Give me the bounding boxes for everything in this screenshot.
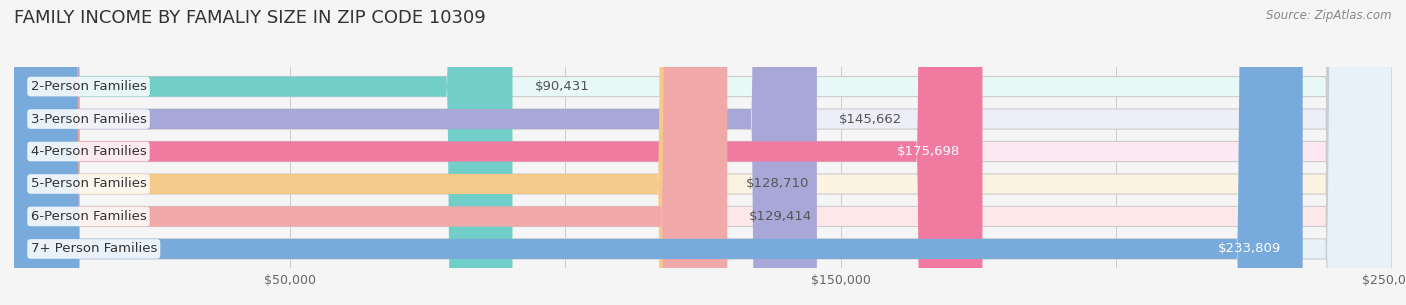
Text: 7+ Person Families: 7+ Person Families	[31, 242, 157, 255]
Text: $175,698: $175,698	[897, 145, 960, 158]
Text: $129,414: $129,414	[749, 210, 813, 223]
FancyBboxPatch shape	[14, 0, 1392, 305]
FancyBboxPatch shape	[14, 0, 1303, 305]
Text: $145,662: $145,662	[839, 113, 903, 126]
Text: 6-Person Families: 6-Person Families	[31, 210, 146, 223]
FancyBboxPatch shape	[14, 0, 817, 305]
Text: 4-Person Families: 4-Person Families	[31, 145, 146, 158]
FancyBboxPatch shape	[14, 0, 983, 305]
FancyBboxPatch shape	[14, 0, 512, 305]
Text: FAMILY INCOME BY FAMALIY SIZE IN ZIP CODE 10309: FAMILY INCOME BY FAMALIY SIZE IN ZIP COD…	[14, 9, 486, 27]
FancyBboxPatch shape	[14, 0, 1392, 305]
Text: 2-Person Families: 2-Person Families	[31, 80, 146, 93]
FancyBboxPatch shape	[14, 0, 724, 305]
Text: 5-Person Families: 5-Person Families	[31, 178, 146, 191]
Text: 3-Person Families: 3-Person Families	[31, 113, 146, 126]
Text: $90,431: $90,431	[534, 80, 589, 93]
FancyBboxPatch shape	[14, 0, 1392, 305]
FancyBboxPatch shape	[14, 0, 1392, 305]
FancyBboxPatch shape	[14, 0, 1392, 305]
Text: $233,809: $233,809	[1218, 242, 1281, 255]
Text: Source: ZipAtlas.com: Source: ZipAtlas.com	[1267, 9, 1392, 22]
FancyBboxPatch shape	[14, 0, 1392, 305]
Text: $128,710: $128,710	[745, 178, 808, 191]
FancyBboxPatch shape	[14, 0, 727, 305]
